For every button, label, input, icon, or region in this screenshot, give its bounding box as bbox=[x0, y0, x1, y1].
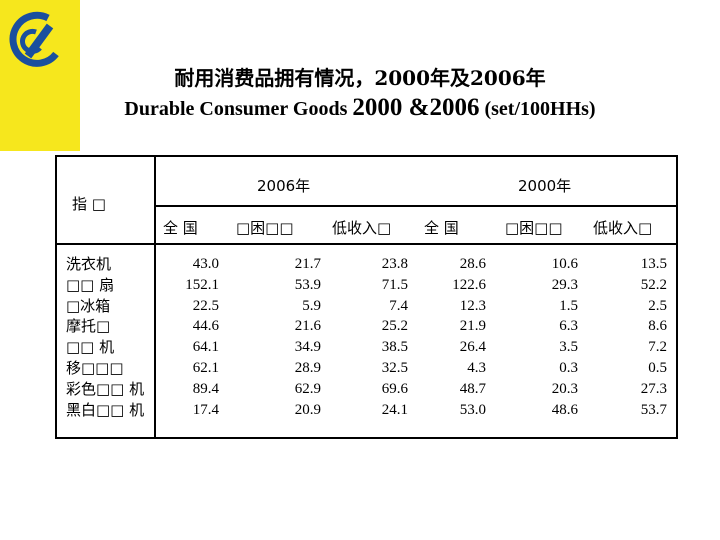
title-en-years: 2000 &2006 bbox=[352, 94, 480, 121]
cell-value: 53.0 bbox=[459, 401, 486, 418]
title-en-part2: (set/100HHs) bbox=[479, 98, 596, 120]
cell-value: 22.5 bbox=[192, 297, 219, 314]
cell-value: 26.4 bbox=[459, 339, 486, 356]
subheader-lowincome-2006: 低收入□ bbox=[332, 219, 392, 237]
cell-value: 71.5 bbox=[381, 276, 408, 293]
row-label: □冰箱 bbox=[66, 296, 111, 315]
cell-value: 53.9 bbox=[294, 276, 321, 293]
row-label: 摩托□ bbox=[66, 317, 111, 336]
cell-value: 3.5 bbox=[559, 339, 578, 356]
year-group-2006: 2006年 bbox=[257, 177, 311, 195]
row-label: 洗衣机 bbox=[66, 255, 112, 273]
indicator-header: 指 □ bbox=[72, 195, 106, 213]
cell-value: 0.5 bbox=[648, 359, 667, 376]
cell-value: 5.9 bbox=[302, 297, 321, 314]
page-title-english: Durable Consumer Goods 2000 &2006 (set/1… bbox=[0, 94, 720, 122]
cell-value: 29.3 bbox=[551, 276, 578, 293]
cell-value: 13.5 bbox=[640, 256, 667, 272]
cell-value: 25.2 bbox=[381, 318, 408, 335]
cell-value: 43.0 bbox=[192, 256, 219, 272]
col-poor-2000: 10.6 29.3 1.5 6.3 3.5 0.3 20.3 48.6 bbox=[552, 254, 578, 420]
table-divider-header bbox=[154, 205, 677, 207]
cell-value: 10.6 bbox=[551, 256, 578, 272]
row-label: 彩色□□ 机 bbox=[66, 379, 145, 398]
cell-value: 53.7 bbox=[640, 401, 667, 418]
cell-value: 62.1 bbox=[192, 359, 219, 376]
table-border-left bbox=[55, 155, 57, 439]
cell-value: 23.8 bbox=[381, 256, 408, 272]
cell-value: 24.1 bbox=[381, 401, 408, 418]
table-border-bottom bbox=[55, 437, 678, 439]
page-title-chinese: 耐用消费品拥有情况，2000年及2006年 bbox=[174, 66, 546, 90]
cell-value: 12.3 bbox=[459, 297, 486, 314]
cell-value: 0.3 bbox=[559, 359, 578, 376]
row-label: □□ 机 bbox=[66, 338, 115, 357]
cell-value: 17.4 bbox=[192, 401, 219, 418]
col-lowincome-2000: 13.5 52.2 2.5 8.6 7.2 0.5 27.3 53.7 bbox=[641, 254, 667, 420]
logo-band bbox=[0, 0, 80, 151]
table-border-right bbox=[676, 155, 678, 439]
cell-value: 7.2 bbox=[648, 339, 667, 356]
table-border-top bbox=[55, 155, 678, 157]
cell-value: 21.7 bbox=[294, 256, 321, 272]
cell-value: 27.3 bbox=[640, 380, 667, 397]
title-en-part1: Durable Consumer Goods bbox=[124, 98, 353, 120]
col-national-2006: 43.0 152.1 22.5 44.6 64.1 62.1 89.4 17.4 bbox=[185, 254, 219, 420]
row-label: 黑白□□ 机 bbox=[66, 400, 145, 419]
subheader-lowincome-2000: 低收入□ bbox=[593, 219, 653, 237]
cell-value: 89.4 bbox=[192, 380, 219, 397]
row-labels: 洗衣机 □□ 扇 □冰箱 摩托□ □□ 机 移□□□ 彩色□□ 机 黑白□□ 机 bbox=[66, 254, 144, 420]
cell-value: 52.2 bbox=[640, 276, 667, 293]
table-divider-body bbox=[55, 243, 678, 245]
col-poor-2006: 21.7 53.9 5.9 21.6 34.9 28.9 62.9 20.9 bbox=[295, 254, 321, 420]
cell-value: 6.3 bbox=[559, 318, 578, 335]
cell-value: 48.7 bbox=[459, 380, 486, 397]
table-divider-label-col bbox=[154, 155, 156, 439]
cell-value: 8.6 bbox=[648, 318, 667, 335]
row-label: 移□□□ bbox=[66, 358, 124, 377]
cell-value: 152.1 bbox=[185, 276, 219, 293]
cell-value: 34.9 bbox=[294, 339, 321, 356]
subheader-poor-2000: □困□□ bbox=[505, 219, 563, 237]
cell-value: 28.6 bbox=[459, 256, 486, 272]
cell-value: 4.3 bbox=[467, 359, 486, 376]
cell-value: 20.3 bbox=[551, 380, 578, 397]
cell-value: 21.9 bbox=[459, 318, 486, 335]
subheader-national-2000: 全 国 bbox=[424, 219, 459, 237]
cell-value: 44.6 bbox=[192, 318, 219, 335]
year-group-2000: 2000年 bbox=[518, 177, 572, 195]
subheader-national-2006: 全 国 bbox=[163, 219, 198, 237]
logo-icon bbox=[9, 11, 59, 67]
col-lowincome-2006: 23.8 71.5 7.4 25.2 38.5 32.5 69.6 24.1 bbox=[382, 254, 408, 420]
cell-value: 122.6 bbox=[452, 276, 486, 293]
cell-value: 21.6 bbox=[294, 318, 321, 335]
cell-value: 38.5 bbox=[381, 339, 408, 356]
cell-value: 64.1 bbox=[192, 339, 219, 356]
cell-value: 1.5 bbox=[559, 297, 578, 314]
cell-value: 7.4 bbox=[389, 297, 408, 314]
col-national-2000: 28.6 122.6 12.3 21.9 26.4 4.3 48.7 53.0 bbox=[452, 254, 486, 420]
durable-goods-table: 指 □ 2006年 2000年 全 国 □困□□ 低收入□ 全 国 □困□□ 低… bbox=[55, 155, 678, 439]
row-label: □□ 扇 bbox=[66, 275, 115, 294]
cell-value: 32.5 bbox=[381, 359, 408, 376]
cell-value: 69.6 bbox=[381, 380, 408, 397]
cell-value: 20.9 bbox=[294, 401, 321, 418]
cell-value: 28.9 bbox=[294, 359, 321, 376]
cell-value: 62.9 bbox=[294, 380, 321, 397]
cell-value: 48.6 bbox=[551, 401, 578, 418]
cell-value: 2.5 bbox=[648, 297, 667, 314]
subheader-poor-2006: □困□□ bbox=[236, 219, 294, 237]
